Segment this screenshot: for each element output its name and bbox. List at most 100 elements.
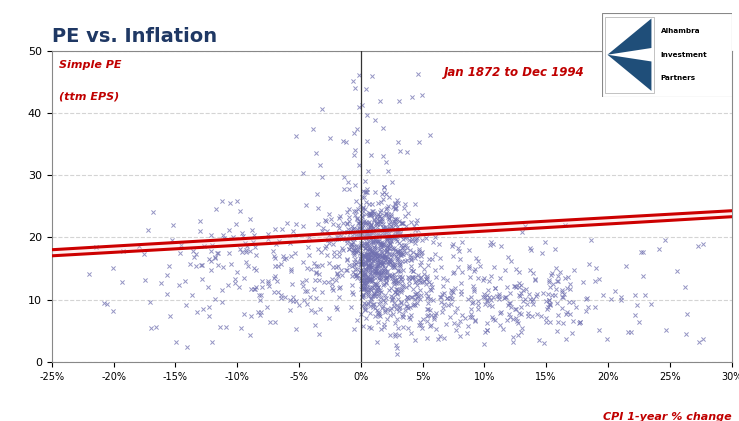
Point [481, 320, 493, 327]
Point [522, 290, 534, 297]
Point [389, 289, 401, 296]
Point [409, 274, 420, 281]
Point [494, 309, 506, 316]
Point [361, 274, 372, 281]
Point [362, 168, 374, 175]
Point [314, 161, 326, 168]
Point [392, 351, 403, 358]
Point [455, 280, 467, 287]
Point [316, 289, 328, 296]
Polygon shape [607, 55, 652, 91]
Point [389, 219, 401, 226]
Point [389, 204, 401, 211]
Point [381, 229, 392, 236]
Point [636, 248, 647, 255]
Point [420, 276, 432, 282]
Point [345, 241, 357, 248]
Point [360, 245, 372, 251]
Point [280, 255, 292, 261]
Point [400, 200, 412, 207]
Point [479, 294, 491, 301]
Point [370, 226, 382, 233]
Point [372, 311, 384, 318]
Point [340, 234, 352, 241]
Point [372, 199, 384, 206]
Point [380, 278, 392, 285]
Point [351, 215, 363, 222]
Point [385, 237, 397, 244]
Point [542, 290, 554, 297]
Point [393, 331, 405, 338]
Point [481, 296, 493, 303]
Point [491, 293, 503, 299]
Point [512, 320, 524, 327]
Point [562, 274, 574, 280]
Point [429, 312, 441, 319]
Point [360, 234, 372, 241]
Point [372, 212, 384, 219]
Point [382, 233, 394, 240]
Point [379, 265, 391, 272]
Point [376, 217, 388, 224]
Point [516, 325, 528, 332]
Point [417, 316, 429, 322]
Point [234, 246, 246, 253]
Point [316, 174, 328, 181]
Point [375, 248, 387, 254]
Point [358, 272, 370, 278]
Point [246, 226, 258, 233]
Point [364, 276, 376, 282]
Point [387, 262, 399, 269]
Point [395, 242, 406, 248]
Point [357, 221, 369, 228]
Point [574, 319, 586, 325]
Point [363, 233, 375, 240]
Point [377, 303, 389, 310]
Point [363, 324, 375, 330]
Point [392, 256, 404, 262]
Point [415, 274, 426, 280]
Point [364, 266, 376, 273]
Point [368, 229, 380, 236]
Point [350, 272, 362, 279]
Point [361, 256, 373, 263]
Point [333, 253, 345, 259]
Point [397, 251, 409, 258]
Point [639, 291, 651, 298]
Point [395, 258, 407, 264]
Point [145, 324, 157, 331]
Point [180, 301, 192, 308]
Point [377, 224, 389, 231]
Point [358, 284, 370, 291]
Point [359, 304, 371, 310]
Point [401, 245, 412, 251]
Point [384, 229, 395, 236]
Point [389, 205, 401, 212]
Point [531, 290, 542, 297]
Point [452, 245, 464, 252]
Point [409, 278, 420, 285]
Point [408, 223, 420, 229]
Point [347, 223, 358, 229]
Point [426, 256, 437, 263]
Point [389, 331, 401, 338]
Point [365, 226, 377, 233]
Point [383, 210, 395, 217]
Point [395, 250, 407, 256]
Point [551, 286, 562, 293]
Point [406, 94, 418, 101]
Point [375, 260, 386, 266]
Point [381, 274, 393, 280]
Point [358, 276, 370, 283]
Point [511, 314, 522, 321]
Point [381, 306, 393, 313]
Point [361, 272, 373, 279]
Point [593, 276, 605, 282]
Point [452, 322, 464, 328]
Point [358, 280, 370, 287]
Point [409, 296, 421, 303]
Point [372, 259, 384, 266]
Point [403, 277, 415, 284]
Point [375, 215, 386, 221]
Point [262, 230, 273, 237]
